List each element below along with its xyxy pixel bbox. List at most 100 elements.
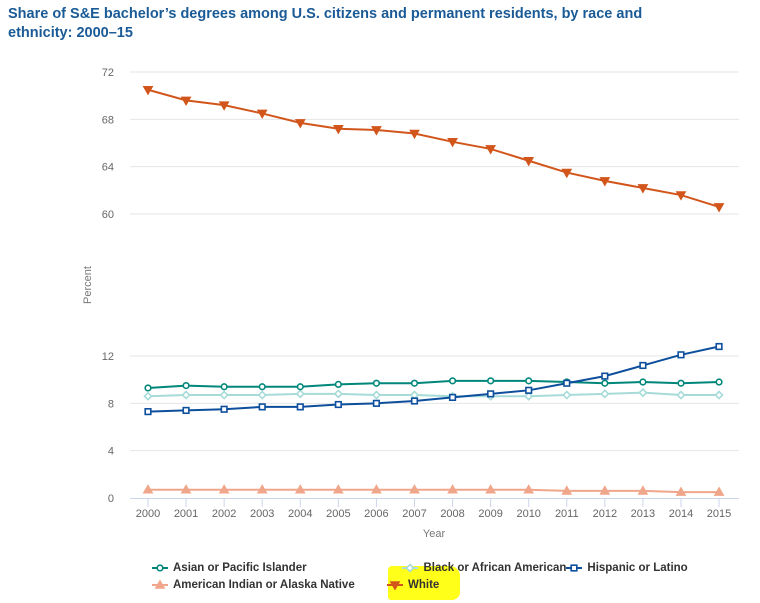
- data-point: [372, 379, 381, 387]
- data-point: [561, 168, 573, 179]
- data-point: [294, 119, 306, 129]
- white-legend-highlight: [388, 566, 460, 600]
- data-point: [638, 388, 648, 398]
- data-point: [599, 485, 611, 495]
- x-tick-label: 2005: [326, 508, 350, 520]
- data-point: [256, 109, 268, 120]
- y-axis-title: Percent: [82, 266, 94, 304]
- data-point: [220, 383, 228, 391]
- x-tick-label: 2001: [174, 508, 198, 520]
- data-point: [448, 393, 457, 402]
- legend: Asian or Pacific Islander Black or Africa…: [152, 559, 712, 593]
- y-tick-label: 0: [108, 493, 114, 505]
- y-tick-label: 64: [102, 162, 114, 174]
- square-marker-icon: [566, 563, 583, 572]
- data-point: [258, 383, 266, 391]
- x-axis: 2000 2001 2002 2003 2004 2005 2006 2007 2008 2009…: [130, 498, 739, 520]
- series-line: [147, 88, 720, 208]
- x-tick-label: 2004: [288, 508, 312, 520]
- data-point: [562, 390, 572, 400]
- x-tick-label: 2000: [136, 508, 160, 520]
- legend-item-asian-or-pacific-islander[interactable]: Asian or Pacific Islander: [152, 562, 402, 574]
- legend-item-hispanic-or-latino[interactable]: Hispanic or Latino: [566, 562, 712, 574]
- legend-label: American Indian or Alaska Native: [173, 578, 355, 591]
- data-point: [410, 397, 419, 405]
- legend-label: Black or African American: [423, 561, 567, 574]
- data-point: [447, 138, 458, 148]
- data-point: [332, 484, 344, 494]
- data-point: [294, 484, 306, 494]
- legend-symbol: [389, 580, 401, 590]
- data-point: [448, 377, 457, 385]
- diamond-marker-icon: [402, 562, 419, 573]
- chart-title: Share of S&E bachelor’s degrees among U.…: [8, 6, 643, 41]
- data-point: [639, 361, 647, 370]
- data-point: [676, 390, 686, 400]
- data-point: [296, 403, 304, 411]
- y-tick-label: 8: [108, 398, 114, 410]
- data-point: [257, 390, 267, 400]
- x-tick-label: 2009: [478, 508, 502, 520]
- data-point: [563, 379, 571, 387]
- data-point: [333, 389, 343, 399]
- data-point: [218, 101, 230, 111]
- legend-item-black-or-african-american[interactable]: Black or African American: [402, 562, 566, 574]
- data-point: [332, 125, 344, 135]
- x-tick-label: 2007: [402, 508, 426, 520]
- y-axis-tick-labels: 0 4 8 12 60 64 68 72: [102, 67, 114, 505]
- x-tick-label: 2014: [669, 508, 693, 520]
- data-point: [677, 379, 685, 387]
- data-point: [409, 484, 420, 494]
- series-line: [147, 345, 720, 413]
- triangle-marker-icon: [152, 579, 168, 589]
- legend-label: White: [408, 578, 440, 591]
- data-point: [525, 377, 533, 385]
- x-tick-label: 2008: [440, 508, 464, 520]
- data-point: [371, 390, 382, 400]
- data-point: [637, 184, 649, 194]
- data-point: [447, 484, 458, 494]
- data-point: [219, 390, 229, 400]
- data-point: [713, 203, 725, 213]
- x-tick-label: 2003: [250, 508, 274, 520]
- x-tick-label: 2012: [593, 508, 617, 520]
- gridlines: [130, 71, 739, 452]
- legend-item-american-indian-or-alaska-native[interactable]: American Indian or Alaska Native: [152, 579, 387, 591]
- data-point: [561, 485, 573, 495]
- series-hispanic-or-latino: [144, 342, 723, 416]
- data-point: [601, 372, 609, 380]
- data-point: [258, 403, 266, 411]
- series-white: [142, 85, 725, 213]
- data-point: [485, 484, 497, 494]
- data-point: [637, 485, 649, 495]
- data-point: [715, 342, 723, 351]
- data-point: [182, 406, 190, 415]
- data-point: [675, 191, 687, 201]
- data-point: [409, 129, 420, 140]
- legend-symbol: [405, 562, 416, 573]
- legend-symbol: [156, 563, 164, 572]
- data-point: [715, 378, 723, 386]
- circle-marker-icon: [152, 563, 168, 572]
- series-american-indian-or-alaska-native: [142, 484, 725, 496]
- data-point: [142, 85, 154, 96]
- data-point: [181, 390, 191, 400]
- legend-symbol: [154, 579, 166, 589]
- y-tick-label: 12: [102, 351, 114, 363]
- data-point: [525, 386, 533, 394]
- data-point: [601, 379, 609, 387]
- y-tick-label: 4: [108, 446, 114, 458]
- data-point: [180, 484, 192, 494]
- series-line: [147, 391, 720, 398]
- data-point: [218, 484, 230, 494]
- data-point: [334, 380, 342, 389]
- legend-item-white[interactable]: White: [387, 579, 507, 591]
- data-point: [523, 156, 535, 167]
- data-point: [256, 484, 268, 494]
- triangle-down-marker-icon: [387, 580, 403, 590]
- data-point: [334, 400, 342, 409]
- legend-row: American Indian or Alaska Native White: [152, 576, 712, 593]
- y-tick-label: 72: [102, 67, 114, 79]
- data-point: [371, 484, 382, 494]
